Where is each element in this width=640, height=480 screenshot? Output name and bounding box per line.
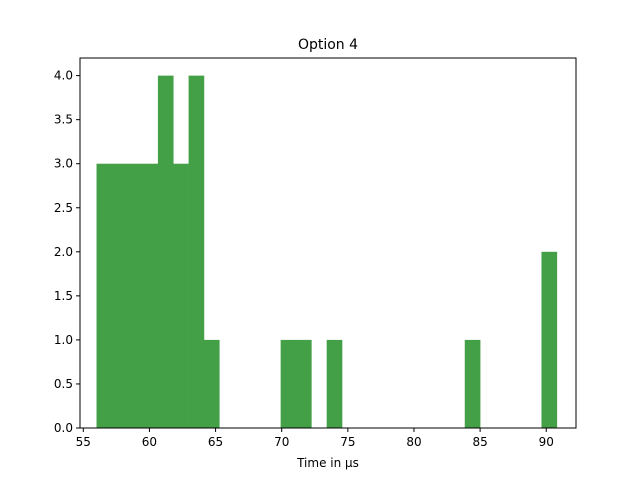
y-tick-label: 1.5 bbox=[54, 289, 73, 303]
histogram-bar-1 bbox=[111, 163, 128, 428]
x-axis-label: Time in μs bbox=[296, 456, 359, 470]
y-tick-label: 4.0 bbox=[54, 69, 73, 83]
histogram-bar-13 bbox=[295, 339, 312, 428]
y-tick-label: 3.5 bbox=[54, 113, 73, 127]
y-tick-label: 2.5 bbox=[54, 201, 73, 215]
histogram-bar-3 bbox=[142, 163, 159, 428]
histogram-bar-5 bbox=[173, 163, 189, 428]
x-tick-label: 90 bbox=[539, 435, 554, 449]
x-tick-label: 80 bbox=[406, 435, 421, 449]
x-tick-label: 75 bbox=[340, 435, 355, 449]
y-tick-label: 0.0 bbox=[54, 421, 73, 435]
x-tick-label: 55 bbox=[76, 435, 91, 449]
histogram-bar-24 bbox=[464, 339, 481, 428]
plot-frame bbox=[79, 57, 577, 429]
y-tick-label: 1.0 bbox=[54, 333, 73, 347]
x-axis: 55 60 65 70 75 80 85 90 bbox=[76, 428, 554, 449]
histogram-bar-0 bbox=[96, 163, 113, 428]
histogram-bar-29 bbox=[541, 251, 558, 428]
x-tick-label: 70 bbox=[274, 435, 289, 449]
y-tick-label: 3.0 bbox=[54, 157, 73, 171]
histogram-bar-2 bbox=[127, 163, 143, 428]
x-tick-label: 60 bbox=[142, 435, 157, 449]
histogram-bar-12 bbox=[280, 339, 297, 428]
x-tick-label: 65 bbox=[208, 435, 223, 449]
histogram-bar-7 bbox=[203, 339, 220, 428]
histogram-bar-4 bbox=[157, 75, 174, 428]
bars bbox=[96, 75, 558, 428]
histogram-bar-6 bbox=[188, 75, 205, 428]
histogram-bar-15 bbox=[326, 339, 343, 428]
y-tick-label: 2.0 bbox=[54, 245, 73, 259]
x-tick-label: 85 bbox=[472, 435, 487, 449]
y-tick-label: 0.5 bbox=[54, 377, 73, 391]
y-axis: 0.0 0.5 1.0 1.5 2.0 2.5 3.0 3.5 4.0 bbox=[54, 69, 80, 435]
chart-title: Option 4 bbox=[298, 37, 358, 53]
